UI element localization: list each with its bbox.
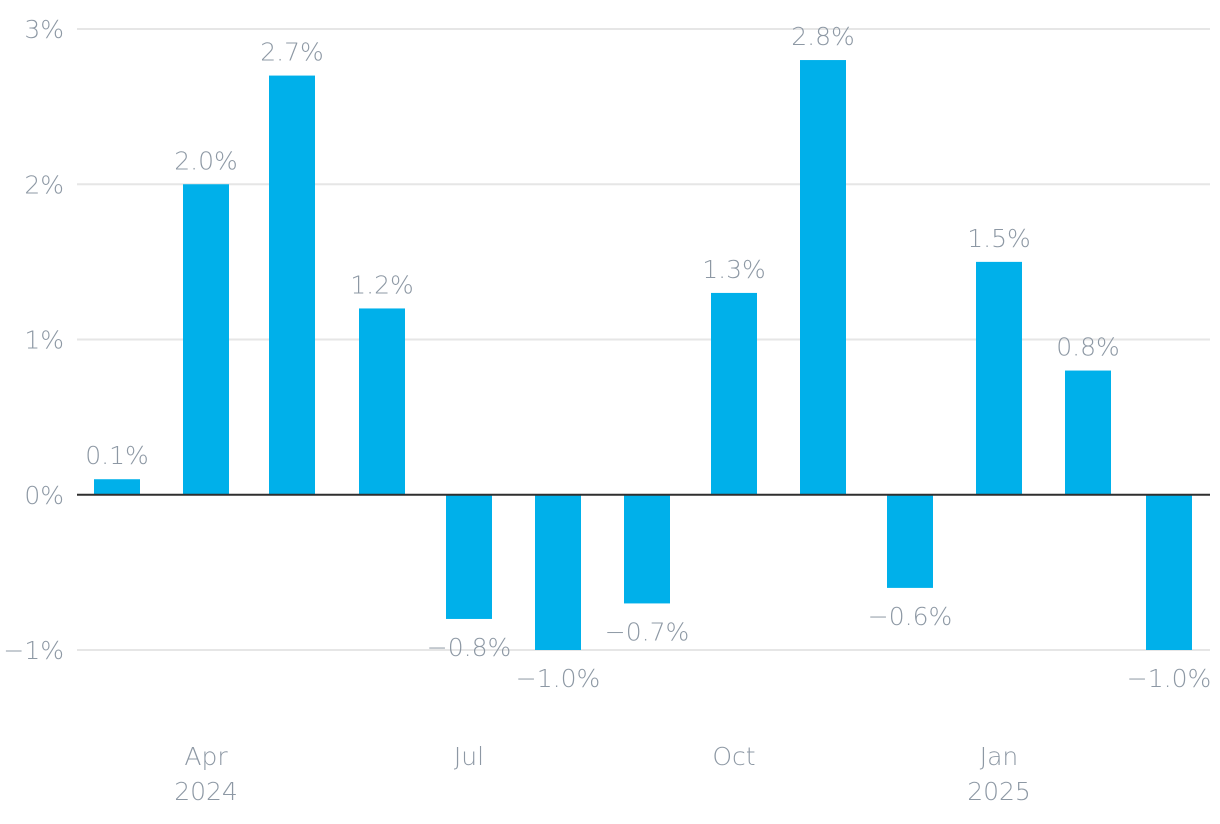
labels-layer: 0.1%2.0%2.7%1.2%−0.8%−1.0%−0.7%1.3%2.8%−… [85,22,1211,693]
x-tick-year-label: 2024 [174,777,238,806]
bar [446,494,492,619]
data-label: 0.1% [85,441,149,470]
data-label: 1.2% [350,270,414,299]
bar [359,308,405,495]
grid-layer [77,28,1210,651]
bar [976,261,1022,495]
x-tick-label: Apr [184,742,228,771]
bar [1146,494,1192,650]
y-tick-label: −1% [3,636,64,665]
data-label: 2.0% [174,146,238,175]
axis-layer: 3% 2% 1% 0% −1% Apr 2024 Jul Oct Jan 2025 [3,15,1210,806]
x-tick-year-label: 2025 [967,777,1031,806]
bars-layer [94,60,1192,650]
data-label: −0.6% [868,602,952,631]
data-label: 1.5% [967,224,1031,253]
data-label: −0.7% [605,617,689,646]
data-label: −1.0% [516,664,600,693]
y-tick-label: 3% [24,15,64,44]
y-tick-label: 1% [24,326,64,355]
data-label: −0.8% [427,633,511,662]
bar [535,494,581,650]
data-label: 2.7% [260,38,324,67]
bar [1065,370,1111,495]
bar [711,292,757,495]
y-tick-label: 0% [24,481,64,510]
bar [887,494,933,588]
y-tick-label: 2% [24,170,64,199]
bar [94,479,140,495]
bar [624,494,670,604]
data-label: −1.0% [1127,664,1211,693]
bar [183,184,229,495]
data-label: 0.8% [1056,333,1120,362]
bar [269,75,315,495]
bar [800,60,846,495]
data-label: 1.3% [702,255,766,284]
x-tick-label: Oct [712,742,755,771]
data-label: 2.8% [791,22,855,51]
x-tick-label: Jul [454,742,484,771]
x-tick-label: Jan [980,742,1019,771]
